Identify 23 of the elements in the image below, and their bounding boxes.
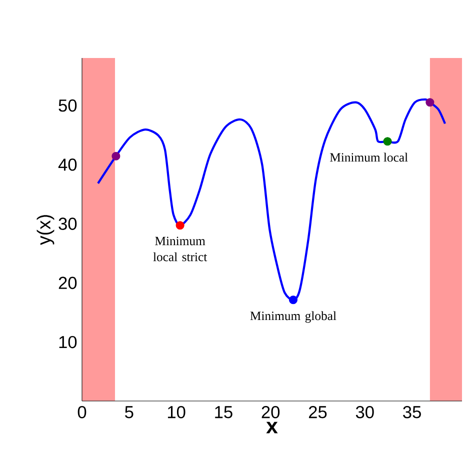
x-tick-label: 20 (262, 406, 280, 418)
point (112, 152, 120, 160)
y-tick-label: 10 (59, 336, 77, 348)
annotation: Minimum local (330, 152, 408, 162)
y-tick-label: 30 (58, 218, 77, 230)
point (426, 98, 434, 107)
x-tick-label: 5 (125, 406, 134, 418)
x-tick-label: 15 (215, 406, 232, 418)
point (288, 296, 298, 304)
x-tick-label: 30 (356, 406, 374, 418)
point (383, 137, 392, 146)
x-tick-label: 35 (403, 406, 421, 418)
annotation: Minimum local strict (153, 236, 208, 262)
x-tick-label: 0 (78, 406, 86, 418)
point (176, 221, 184, 230)
x-tick-label: 25 (308, 406, 327, 418)
x-tick-label: 10 (168, 406, 186, 418)
y-tick-label: 40 (58, 158, 77, 171)
y-tick-label: 50 (58, 99, 77, 112)
annotation: Minimum global (250, 311, 336, 323)
y-axis-title: y(x) (36, 215, 54, 245)
x-axis-title: x (266, 422, 278, 434)
y-tick-label: 20 (58, 276, 77, 290)
